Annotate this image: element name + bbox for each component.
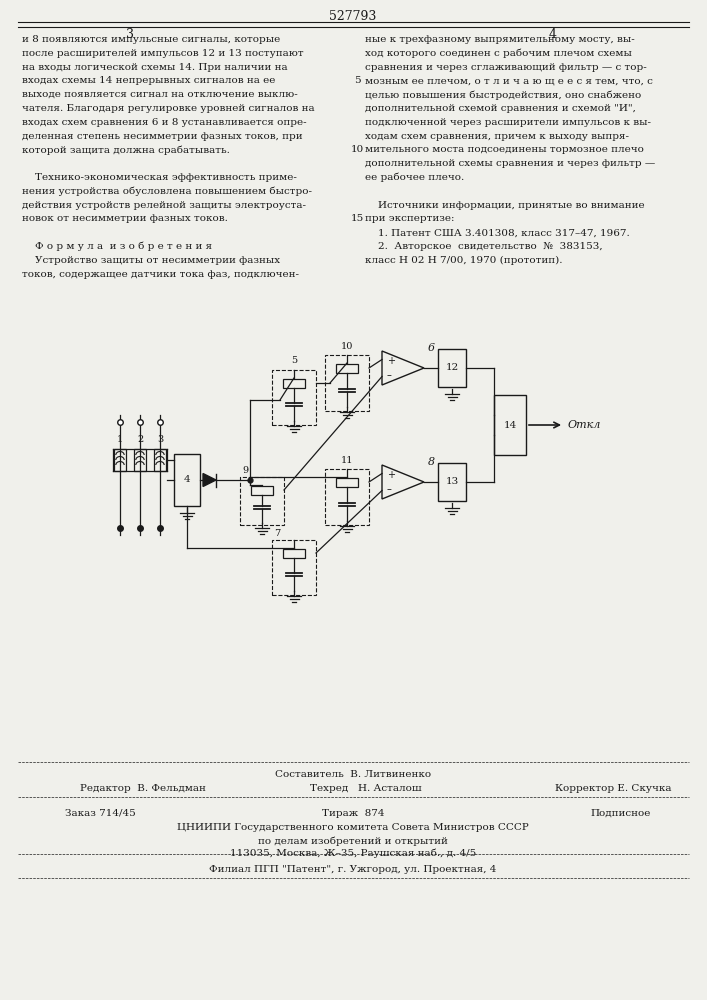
Text: дополнительной схемы сравнения и через фильтр —: дополнительной схемы сравнения и через ф… bbox=[365, 159, 655, 168]
Text: 11: 11 bbox=[341, 456, 354, 465]
Text: при экспертизе:: при экспертизе: bbox=[365, 214, 455, 223]
Text: 13: 13 bbox=[445, 478, 459, 487]
Text: 10: 10 bbox=[341, 342, 354, 351]
Text: 8: 8 bbox=[428, 457, 435, 467]
Text: Источники информации, принятые во внимание: Источники информации, принятые во вниман… bbox=[365, 201, 645, 210]
Text: 9: 9 bbox=[242, 466, 248, 475]
Text: 5: 5 bbox=[354, 76, 361, 85]
Text: которой защита должна срабатывать.: которой защита должна срабатывать. bbox=[22, 145, 230, 155]
Bar bbox=[325, 355, 369, 411]
Text: Заказ 714/45: Заказ 714/45 bbox=[65, 809, 136, 818]
Text: Техред   Н. Асталош: Техред Н. Асталош bbox=[310, 784, 421, 793]
Text: 7: 7 bbox=[274, 529, 280, 538]
Text: ЦНИИПИ Государственного комитета Совета Министров СССР: ЦНИИПИ Государственного комитета Совета … bbox=[177, 823, 529, 832]
Bar bbox=[438, 349, 466, 387]
Text: Тираж  874: Тираж 874 bbox=[322, 809, 384, 818]
Bar bbox=[283, 548, 305, 558]
Bar bbox=[174, 454, 200, 506]
Text: дополнительной схемой сравнения и схемой "И",: дополнительной схемой сравнения и схемой… bbox=[365, 104, 636, 113]
Text: 3: 3 bbox=[126, 28, 134, 41]
Text: мительного моста подсоединены тормозное плечо: мительного моста подсоединены тормозное … bbox=[365, 145, 644, 154]
Bar bbox=[438, 463, 466, 501]
Text: ные к трехфазному выпрямительному мосту, вы-: ные к трехфазному выпрямительному мосту,… bbox=[365, 35, 635, 44]
Bar bbox=[283, 378, 305, 387]
Text: +: + bbox=[387, 356, 395, 366]
Text: Откл: Откл bbox=[568, 420, 602, 430]
Text: 1: 1 bbox=[117, 435, 123, 444]
Text: Устройство защиты от несимметрии фазных: Устройство защиты от несимметрии фазных bbox=[22, 256, 280, 265]
Text: 113035, Москва, Ж–35, Раушская наб., д. 4/5: 113035, Москва, Ж–35, Раушская наб., д. … bbox=[230, 849, 476, 858]
Text: 14: 14 bbox=[503, 420, 517, 430]
Text: Составитель  В. Литвиненко: Составитель В. Литвиненко bbox=[275, 770, 431, 779]
Text: входах схемы 14 непрерывных сигналов на ее: входах схемы 14 непрерывных сигналов на … bbox=[22, 76, 275, 85]
Text: выходе появляется сигнал на отключение выклю-: выходе появляется сигнал на отключение в… bbox=[22, 90, 298, 99]
Text: ее рабочее плечо.: ее рабочее плечо. bbox=[365, 173, 464, 182]
Bar bbox=[251, 486, 273, 494]
Text: класс Н 02 Н 7/00, 1970 (прототип).: класс Н 02 Н 7/00, 1970 (прототип). bbox=[365, 256, 563, 265]
Bar bbox=[325, 469, 369, 525]
Bar bbox=[336, 478, 358, 487]
Bar bbox=[272, 370, 316, 425]
Text: Ф о р м у л а  и з о б р е т е н и я: Ф о р м у л а и з о б р е т е н и я bbox=[22, 242, 212, 251]
Text: ход которого соединен с рабочим плечом схемы: ход которого соединен с рабочим плечом с… bbox=[365, 49, 632, 58]
Text: ходам схем сравнения, причем к выходу выпря-: ходам схем сравнения, причем к выходу вы… bbox=[365, 132, 629, 141]
Bar bbox=[336, 363, 358, 372]
Text: +: + bbox=[387, 470, 395, 480]
Text: чателя. Благодаря регулировке уровней сигналов на: чателя. Благодаря регулировке уровней си… bbox=[22, 104, 315, 113]
Text: по делам изобретений и открытий: по делам изобретений и открытий bbox=[258, 836, 448, 846]
Text: токов, содержащее датчики тока фаз, подключен-: токов, содержащее датчики тока фаз, подк… bbox=[22, 270, 299, 279]
Text: Редактор  В. Фельдман: Редактор В. Фельдман bbox=[80, 784, 206, 793]
Text: 1. Патент США 3.401308, класс 317–47, 1967.: 1. Патент США 3.401308, класс 317–47, 19… bbox=[365, 228, 630, 237]
Text: подключенной через расширители импульсов к вы-: подключенной через расширители импульсов… bbox=[365, 118, 651, 127]
Text: Технико-экономическая эффективность приме-: Технико-экономическая эффективность прим… bbox=[22, 173, 297, 182]
Text: 4: 4 bbox=[549, 28, 557, 41]
Text: 527793: 527793 bbox=[329, 10, 377, 23]
Polygon shape bbox=[203, 474, 216, 487]
Text: 10: 10 bbox=[351, 145, 363, 154]
Text: мозным ее плечом, о т л и ч а ю щ е е с я тем, что, с: мозным ее плечом, о т л и ч а ю щ е е с … bbox=[365, 76, 653, 85]
Text: 3: 3 bbox=[157, 435, 163, 444]
Text: на входы логической схемы 14. При наличии на: на входы логической схемы 14. При наличи… bbox=[22, 63, 288, 72]
Text: 6: 6 bbox=[428, 343, 435, 353]
Text: сравнения и через сглаживающий фильтр — с тор-: сравнения и через сглаживающий фильтр — … bbox=[365, 63, 647, 72]
Text: Корректор Е. Скучка: Корректор Е. Скучка bbox=[555, 784, 672, 793]
Text: входах схем сравнения 6 и 8 устанавливается опре-: входах схем сравнения 6 и 8 устанавливае… bbox=[22, 118, 307, 127]
Text: 15: 15 bbox=[351, 214, 363, 223]
Text: и 8 появляются импульсные сигналы, которые: и 8 появляются импульсные сигналы, котор… bbox=[22, 35, 280, 44]
Text: –: – bbox=[387, 484, 392, 494]
Text: целью повышения быстродействия, оно снабжено: целью повышения быстродействия, оно снаб… bbox=[365, 90, 641, 100]
Text: нения устройства обусловлена повышением быстро-: нения устройства обусловлена повышением … bbox=[22, 187, 312, 196]
Bar bbox=[240, 477, 284, 525]
Text: после расширителей импульсов 12 и 13 поступают: после расширителей импульсов 12 и 13 пос… bbox=[22, 49, 303, 58]
Text: новок от несимметрии фазных токов.: новок от несимметрии фазных токов. bbox=[22, 214, 228, 223]
Text: –: – bbox=[387, 370, 392, 380]
Text: деленная степень несимметрии фазных токов, при: деленная степень несимметрии фазных токо… bbox=[22, 132, 303, 141]
Text: 2: 2 bbox=[137, 435, 143, 444]
Bar bbox=[494, 395, 526, 455]
Text: 12: 12 bbox=[445, 363, 459, 372]
Bar bbox=[114, 449, 126, 471]
Bar bbox=[154, 449, 166, 471]
Bar bbox=[272, 540, 316, 595]
Text: Филиал ПГП "Патент", г. Ужгород, ул. Проектная, 4: Филиал ПГП "Патент", г. Ужгород, ул. Про… bbox=[209, 865, 497, 874]
Text: 4: 4 bbox=[184, 476, 190, 485]
Bar bbox=[134, 449, 146, 471]
Text: 5: 5 bbox=[291, 356, 297, 365]
Text: 2.  Авторское  свидетельство  №  383153,: 2. Авторское свидетельство № 383153, bbox=[365, 242, 602, 251]
Text: Подписное: Подписное bbox=[590, 809, 650, 818]
Text: действия устройств релейной защиты электроуста-: действия устройств релейной защиты элект… bbox=[22, 201, 306, 210]
